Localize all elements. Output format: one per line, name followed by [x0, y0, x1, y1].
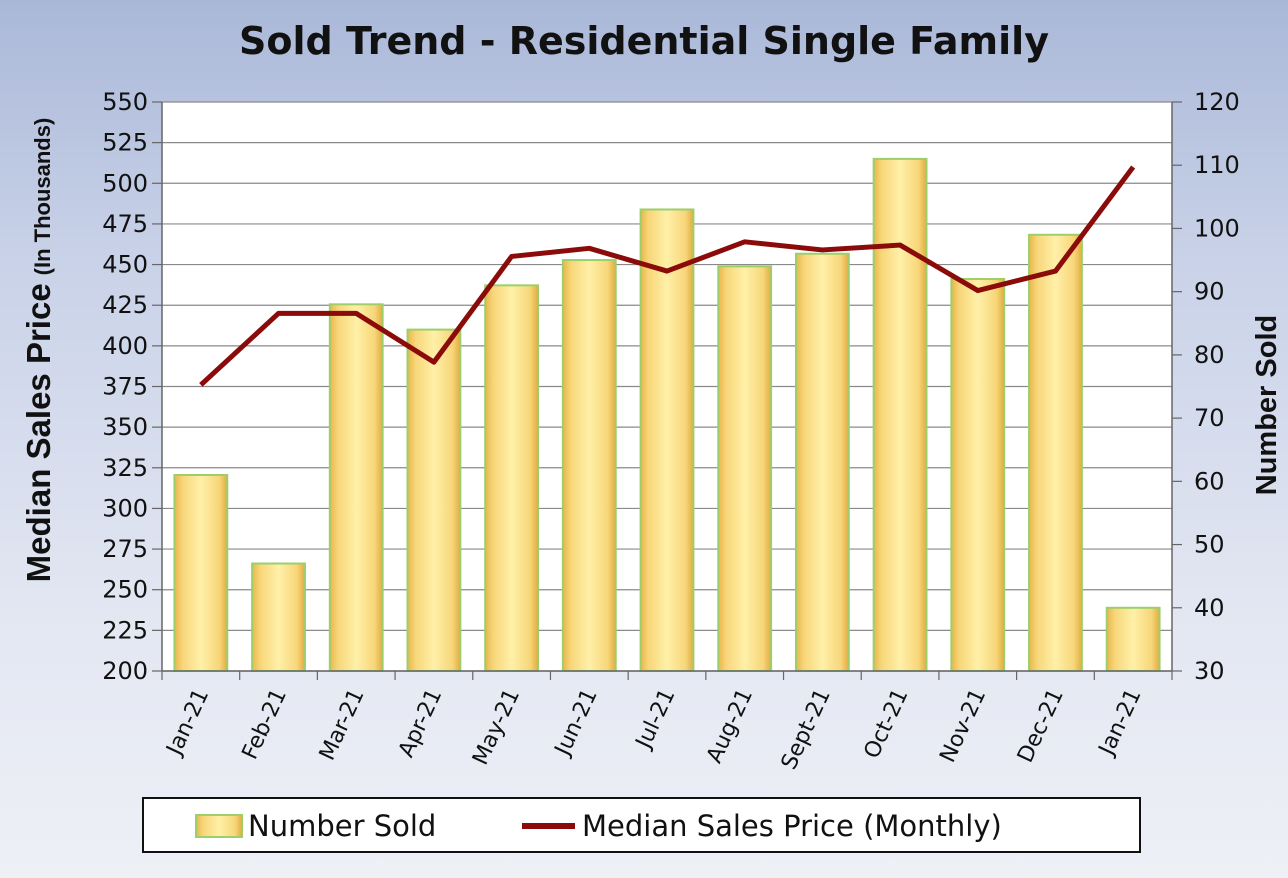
y-left-tick-label: 400 [102, 332, 148, 360]
x-tick-label: Jun-21 [550, 685, 603, 761]
bar-series [173, 157, 1161, 672]
axes [161, 102, 1173, 680]
x-tick-label: Aug-21 [702, 685, 758, 767]
y-left-tick-label: 300 [102, 494, 148, 522]
x-tick-label: Dec-21 [1013, 685, 1069, 767]
y-left-tick-label: 225 [102, 616, 148, 644]
y-right-tick-label: 50 [1194, 531, 1225, 559]
bar-number-sold [328, 303, 384, 672]
y-left-axis-title: Median Sales Price(In Thousands) [20, 118, 57, 583]
x-tick-label: Jan-21 [161, 685, 214, 761]
y-right-tick-label: 90 [1194, 278, 1225, 306]
x-tick-label: Apr-21 [394, 685, 447, 761]
bar-number-sold [406, 328, 462, 672]
y-left-tick-label: 375 [102, 373, 148, 401]
x-tick-label: Sept-21 [777, 685, 836, 774]
bar-number-sold [950, 278, 1006, 672]
x-tick-label: Nov-21 [935, 685, 991, 767]
x-tick-label: Feb-21 [238, 685, 292, 763]
y-left-tick-label: 200 [102, 657, 148, 685]
x-tick-label: Oct-21 [860, 685, 914, 763]
y-right-tick-label: 110 [1194, 151, 1240, 179]
bar-number-sold [484, 284, 540, 672]
y-left-tick-label: 450 [102, 251, 148, 279]
y-right-tick-label: 70 [1194, 404, 1225, 432]
bar-number-sold [561, 259, 617, 672]
x-tick-label: Jul-21 [631, 685, 681, 754]
bar-number-sold [251, 562, 306, 672]
x-tick-label: Mar-21 [315, 685, 370, 764]
y-right-axis-title: Number Sold [1251, 315, 1283, 495]
x-tick-label: Jan-21 [1094, 685, 1147, 761]
bar-number-sold [872, 157, 928, 672]
y-left-tick-labels: 200 225 250 275 300 325 350 375 400 425 450 475 500 5… [102, 88, 148, 685]
y-right-tick-label: 80 [1194, 341, 1225, 369]
legend-swatch-number-sold [195, 814, 243, 838]
y-right-tick-label: 120 [1194, 88, 1240, 116]
chart-title: Sold Trend - Residential Single Family [239, 19, 1049, 63]
bar-number-sold [794, 252, 850, 672]
legend-label-number-sold: Number Sold [248, 809, 436, 843]
y-left-tick-label: 425 [102, 291, 148, 319]
series-line-median-sales-price [199, 165, 1136, 387]
bar-number-sold [639, 208, 695, 672]
legend-box [142, 797, 1141, 853]
y-left-tick-label: 250 [102, 576, 148, 604]
y-right-tick-label: 30 [1194, 657, 1225, 685]
legend: Number Sold Median Sales Price (Monthly) [142, 797, 1141, 853]
y-right-tick-labels: 30 40 50 60 70 80 90 100 110 120 [1194, 88, 1240, 685]
y-right-tick-label: 100 [1194, 214, 1240, 242]
y-right-tick-label: 40 [1194, 594, 1225, 622]
legend-label-median-price: Median Sales Price (Monthly) [582, 809, 1002, 843]
x-tick-label: May-21 [468, 685, 525, 769]
y-left-tick-label: 550 [102, 88, 148, 116]
y-right-tick-label: 60 [1194, 467, 1225, 495]
y-left-tick-label: 350 [102, 413, 148, 441]
y-left-tick-label: 525 [102, 129, 148, 157]
bar-number-sold [717, 265, 773, 672]
x-tick-labels: Jan-21 Feb-21 Mar-21 Apr-21 May-21 Jun-21 Jul-… [161, 685, 1146, 774]
bar-number-sold [173, 474, 229, 672]
y-left-tick-label: 275 [102, 535, 148, 563]
bar-number-sold [1105, 606, 1161, 672]
y-left-tick-label: 500 [102, 169, 148, 197]
bar-number-sold [1028, 233, 1083, 672]
y-left-tick-label: 475 [102, 210, 148, 238]
y-left-tick-label: 325 [102, 454, 148, 482]
